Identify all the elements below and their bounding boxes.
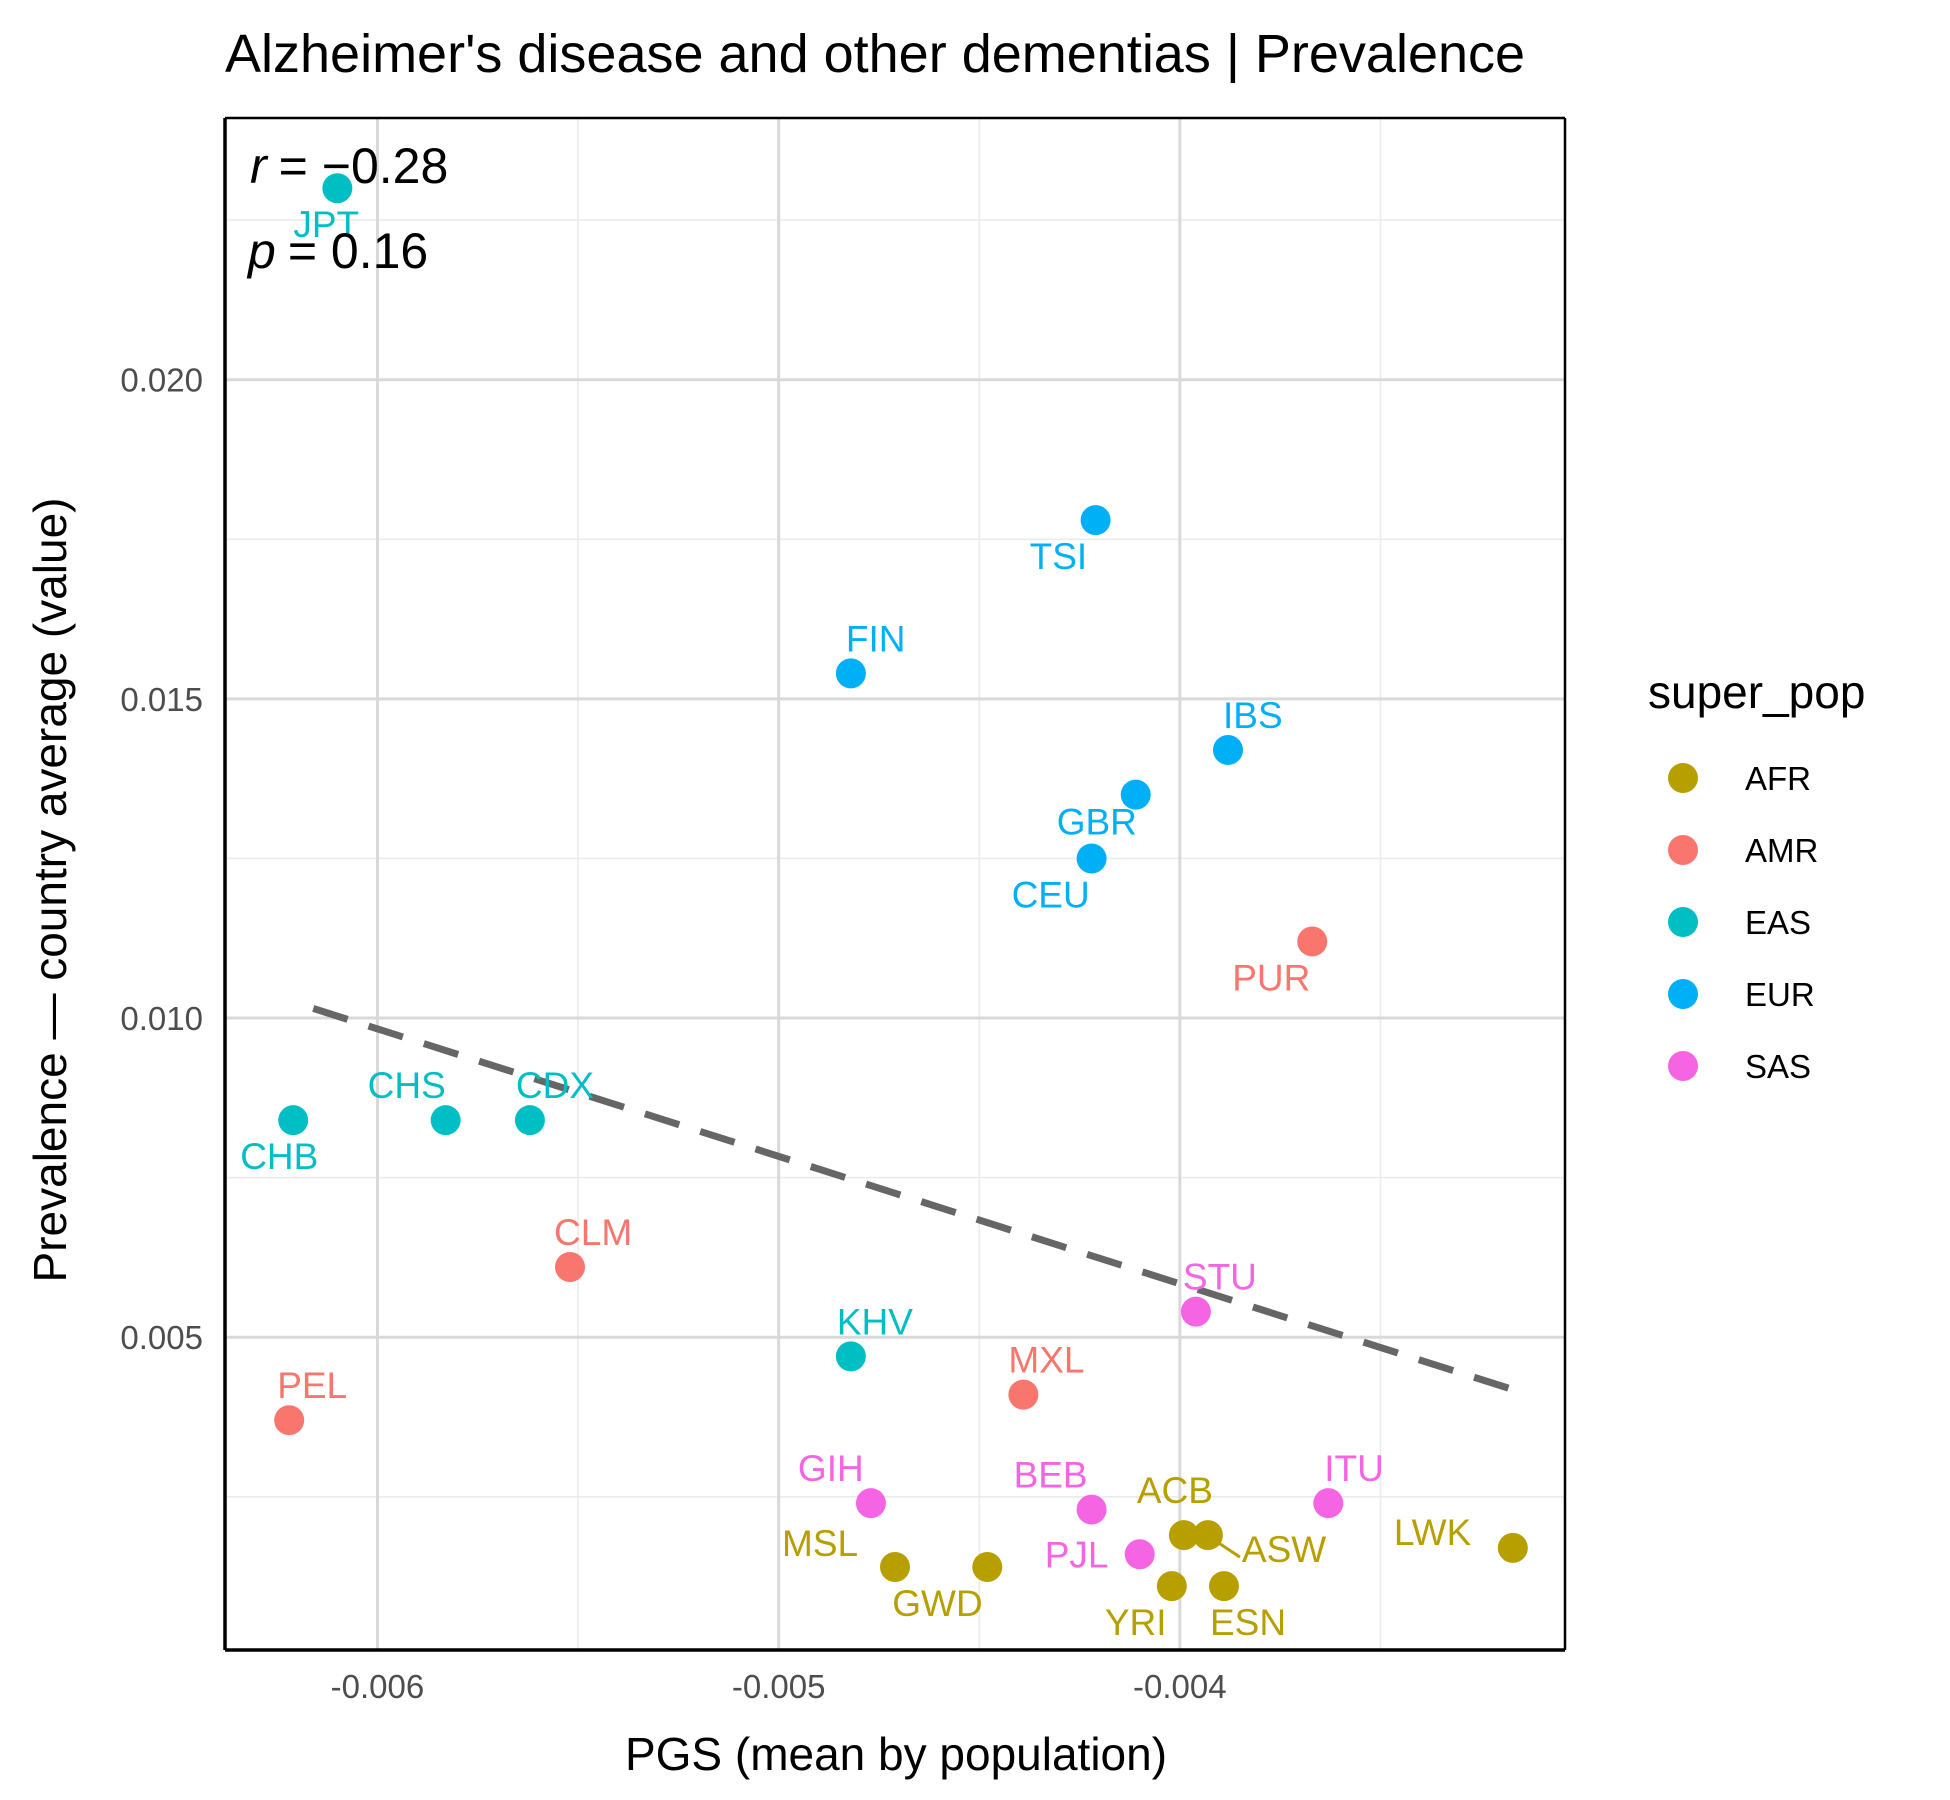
point-ibs (1212, 734, 1243, 765)
p-value: p = 0.16 (246, 223, 428, 279)
p-symbol: p (246, 223, 276, 279)
point-label-asw: ASW (1242, 1529, 1326, 1570)
point-msl (880, 1552, 910, 1583)
legend-label-eas: EAS (1745, 904, 1811, 941)
point-stu (1180, 1296, 1211, 1327)
point-label-gih: GIH (798, 1448, 864, 1489)
point-yri (1156, 1571, 1187, 1602)
point-pel (274, 1405, 305, 1436)
point-chs (430, 1105, 461, 1136)
point-label-msl: MSL (782, 1523, 858, 1564)
legend-key-amr (1668, 835, 1698, 865)
correlation-r: r = −0.28 (250, 138, 448, 194)
point-beb (1076, 1494, 1107, 1525)
leader-asw (1215, 1539, 1241, 1559)
point-gih (855, 1488, 886, 1519)
point-esn (1208, 1571, 1239, 1602)
y-tick-label-0: 0.005 (120, 1319, 203, 1356)
trend-line-group (312, 1005, 1510, 1392)
point-label-chs: CHS (368, 1065, 446, 1106)
y-tick-label-1: 0.010 (120, 1000, 203, 1037)
legend-label-sas: SAS (1745, 1048, 1811, 1085)
point-label-fin: FIN (846, 618, 906, 659)
r-value: = −0.28 (279, 138, 449, 194)
point-label-pjl: PJL (1045, 1534, 1109, 1575)
point-label-clm: CLM (554, 1212, 632, 1253)
point-khv (835, 1341, 866, 1372)
point-label-stu: STU (1183, 1257, 1257, 1298)
p-value-text: = 0.16 (288, 223, 428, 279)
point-tsi (1080, 505, 1111, 536)
point-label-tsi: TSI (1030, 536, 1088, 577)
point-label-lwk: LWK (1394, 1512, 1472, 1553)
legend-key-eur (1668, 979, 1698, 1009)
point-label-esn: ESN (1210, 1602, 1286, 1643)
point-label-ceu: CEU (1012, 874, 1090, 915)
x-tick-label-1: -0.005 (732, 1668, 826, 1705)
point-gwd (972, 1552, 1003, 1583)
axes (223, 116, 1567, 1652)
point-clm (555, 1252, 586, 1282)
point-label-yri: YRI (1105, 1602, 1167, 1643)
legend-label-eur: EUR (1745, 976, 1815, 1013)
x-axis-title: PGS (mean by population) (625, 1728, 1167, 1780)
point-label-itu: ITU (1324, 1448, 1384, 1489)
legend-label-amr: AMR (1745, 832, 1818, 869)
point-label-cdx: CDX (516, 1065, 594, 1106)
point-cdx (514, 1105, 545, 1136)
point-acb (1168, 1520, 1199, 1551)
point-asw (1192, 1520, 1223, 1551)
point-label-acb: ACB (1137, 1470, 1213, 1511)
point-label-mxl: MXL (1008, 1340, 1084, 1381)
point-labels-group: JPT CHB CHS CDX KHV TSI FIN IBS GBR CEU PUR CLM PEL M… (240, 204, 1471, 1643)
legend-key-eas (1668, 907, 1698, 937)
point-mxl (1008, 1379, 1039, 1410)
point-pur (1297, 926, 1328, 957)
point-jpt (322, 173, 353, 204)
point-label-pel: PEL (277, 1365, 347, 1406)
trend-line (312, 1005, 1510, 1392)
point-label-chb: CHB (240, 1136, 318, 1177)
tick-labels: -0.006 -0.005 -0.004 0.005 0.010 0.015 0.020 (120, 362, 1226, 1705)
legend-title: super_pop (1648, 666, 1865, 718)
point-label-khv: KHV (837, 1301, 913, 1342)
point-chb (278, 1105, 309, 1136)
point-label-gbr: GBR (1057, 802, 1137, 843)
point-label-gwd: GWD (892, 1583, 982, 1624)
legend-key-afr (1668, 763, 1698, 793)
y-tick-label-3: 0.020 (120, 362, 203, 399)
r-symbol: r (250, 138, 269, 194)
point-label-pur: PUR (1232, 957, 1310, 998)
legend: super_pop AFR AMR EAS EUR SAS (1648, 666, 1865, 1085)
legend-label-afr: AFR (1745, 760, 1811, 797)
point-label-ibs: IBS (1223, 695, 1283, 736)
legend-key-sas (1668, 1051, 1698, 1081)
point-fin (835, 658, 866, 689)
y-axis-title: Prevalence — country average (value) (24, 498, 76, 1283)
chart-title: Alzheimer's disease and other dementias … (225, 24, 1525, 84)
point-gbr (1120, 779, 1151, 810)
x-tick-label-0: -0.006 (331, 1668, 425, 1705)
point-ceu (1076, 843, 1107, 874)
point-lwk (1497, 1532, 1528, 1563)
point-pjl (1124, 1539, 1155, 1570)
points-group (274, 173, 1528, 1602)
y-tick-label-2: 0.015 (120, 681, 203, 718)
point-label-beb: BEB (1014, 1455, 1088, 1496)
grid (225, 118, 1565, 1650)
x-tick-label-2: -0.004 (1133, 1668, 1227, 1705)
point-label-jpt: JPT (293, 204, 359, 245)
point-itu (1313, 1488, 1344, 1519)
